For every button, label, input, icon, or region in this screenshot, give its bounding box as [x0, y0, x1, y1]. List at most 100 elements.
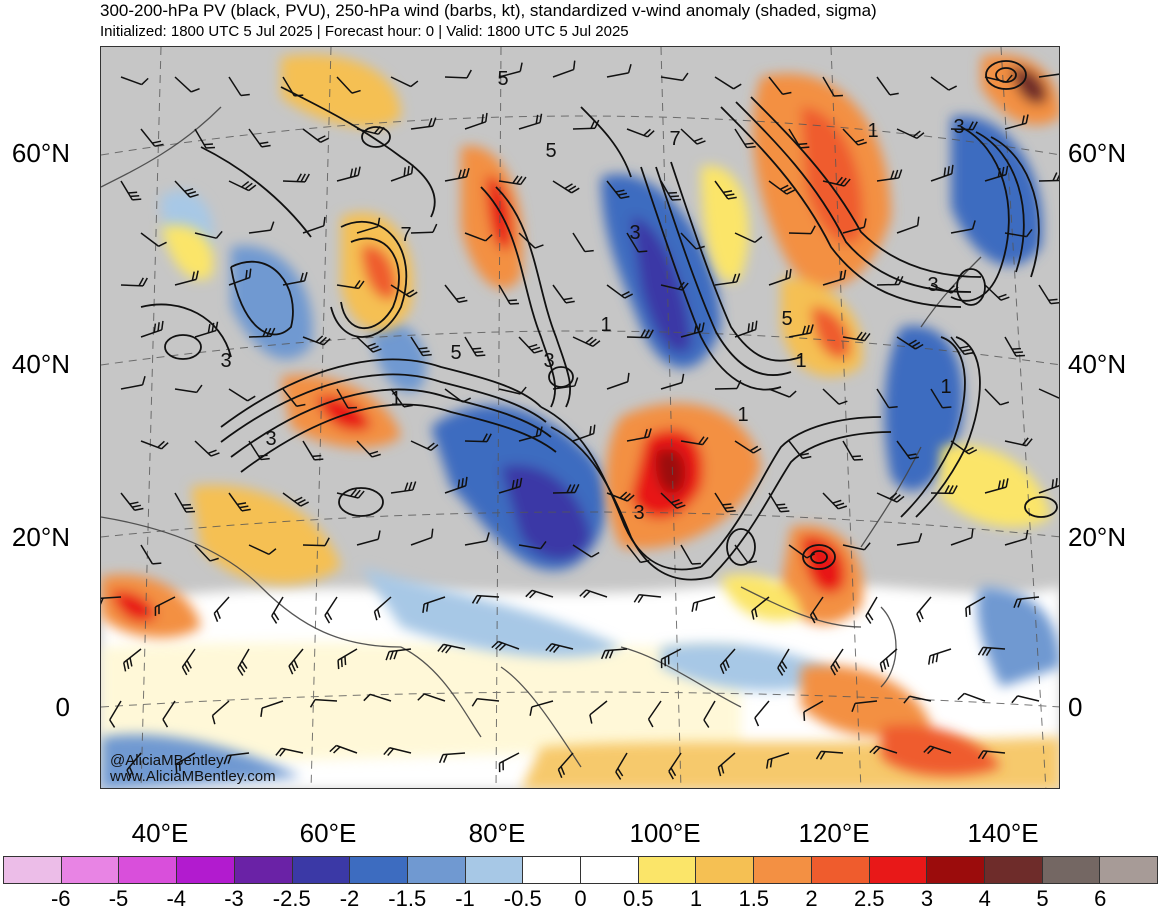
colorbar-swatch — [696, 857, 755, 883]
wind-barb — [336, 76, 361, 94]
lat-label-40n-right: 40°N — [1068, 349, 1127, 379]
wind-barb — [464, 532, 490, 546]
colorbar-swatch — [407, 857, 466, 883]
colorbar-swatch — [1100, 857, 1158, 883]
watermark-site: www.AliciaMBentley.com — [110, 768, 276, 785]
wind-barb — [680, 232, 705, 250]
colorbar-label: 6 — [1094, 886, 1107, 911]
wind-barb — [768, 268, 792, 286]
colorbar-label: -3 — [224, 886, 244, 911]
wind-barb — [768, 388, 797, 398]
wind-barb — [896, 533, 923, 546]
wind-barb — [444, 284, 468, 304]
wind-barb — [248, 128, 271, 148]
lat-label-20n: 20°N — [11, 522, 70, 552]
wind-barb — [822, 492, 848, 510]
wind-barb — [390, 76, 419, 88]
lat-label-40n: 40°N — [11, 349, 70, 379]
wind-barb — [1004, 114, 1029, 130]
wind-barb — [930, 164, 954, 182]
wind-barb — [842, 128, 867, 146]
wind-barb — [714, 380, 742, 390]
wind-barb — [363, 693, 392, 702]
wind-barb — [734, 128, 756, 149]
wind-barb — [876, 388, 898, 409]
wind-barb — [754, 700, 770, 727]
wind-barb — [680, 322, 705, 338]
wind-barb — [719, 648, 736, 675]
wind-barb — [788, 324, 814, 338]
wind-barb — [572, 424, 596, 442]
wind-barb — [965, 596, 986, 617]
wind-barb — [383, 747, 412, 756]
wind-barb — [572, 119, 600, 130]
wind-barb — [950, 528, 974, 546]
contour-label: 5 — [497, 68, 508, 90]
wind-barb — [572, 336, 601, 347]
wind-barb — [984, 165, 1009, 182]
wind-barb — [830, 648, 844, 676]
wind-barb — [822, 76, 843, 97]
wind-barb — [302, 537, 330, 547]
wind-barb — [223, 752, 250, 765]
wind-barb — [930, 284, 959, 294]
wind-barb — [248, 327, 276, 338]
contour-label: 3 — [633, 502, 644, 524]
wind-barb — [777, 648, 790, 676]
wind-barb — [984, 478, 1009, 494]
wind-barb — [876, 276, 904, 286]
wind-barb — [1004, 228, 1033, 238]
wind-barb — [809, 596, 824, 624]
wind-barb — [126, 752, 142, 779]
wind-barb — [464, 232, 493, 242]
wind-barb — [162, 700, 176, 728]
wind-barb — [930, 484, 958, 495]
colorbar — [3, 856, 1158, 884]
map-panel[interactable]: 5 5 7 3 3 5 3 1 3 7 1 5 1 1 3 3 1 3 1 — [100, 46, 1060, 789]
wind-barb — [356, 125, 385, 135]
contour-label: 1 — [600, 314, 611, 336]
wind-barb — [660, 281, 689, 291]
wind-barb — [876, 169, 903, 182]
wind-barb — [336, 280, 365, 290]
wind-barb — [194, 321, 219, 338]
wind-barb — [851, 700, 878, 713]
wind-barb — [950, 121, 978, 131]
wind-barb — [154, 596, 176, 616]
wind-barb — [390, 388, 413, 408]
wind-barb — [282, 272, 308, 286]
wind-barb — [714, 76, 742, 90]
wind-barb — [896, 216, 920, 234]
wind-barb — [248, 221, 275, 234]
lat-label-0: 0 — [55, 692, 70, 722]
wind-barb — [626, 428, 652, 442]
wind-barb — [600, 648, 628, 660]
wind-barb — [498, 62, 523, 78]
wind-barb — [842, 440, 863, 461]
wind-barb — [606, 284, 634, 299]
wind-barb — [518, 540, 547, 550]
wind-barb — [356, 530, 381, 546]
wind-barb — [282, 76, 304, 97]
wind-barb — [518, 113, 543, 130]
wind-barb — [552, 180, 580, 194]
lat-label-60n-right: 60°N — [1068, 138, 1127, 168]
wind-barb — [842, 218, 867, 234]
lat-label-0-right: 0 — [1068, 692, 1083, 722]
wind-barb — [248, 544, 277, 555]
colorbar-swatch — [581, 857, 639, 883]
wind-barb — [615, 752, 628, 780]
wind-barb — [410, 528, 434, 546]
wind-barb — [572, 232, 594, 253]
contour-label: 1 — [867, 120, 878, 142]
lon-label-60e: 60°E — [299, 818, 357, 848]
wind-barb — [660, 180, 681, 201]
wind-barb — [717, 752, 736, 777]
lat-label-60n: 60°N — [11, 138, 70, 168]
wind-barb — [518, 336, 543, 354]
wind-barb — [842, 331, 871, 342]
wind-barb — [903, 695, 932, 704]
wind-barb — [271, 596, 284, 624]
wind-barb — [680, 544, 701, 565]
wind-barb — [606, 372, 630, 390]
